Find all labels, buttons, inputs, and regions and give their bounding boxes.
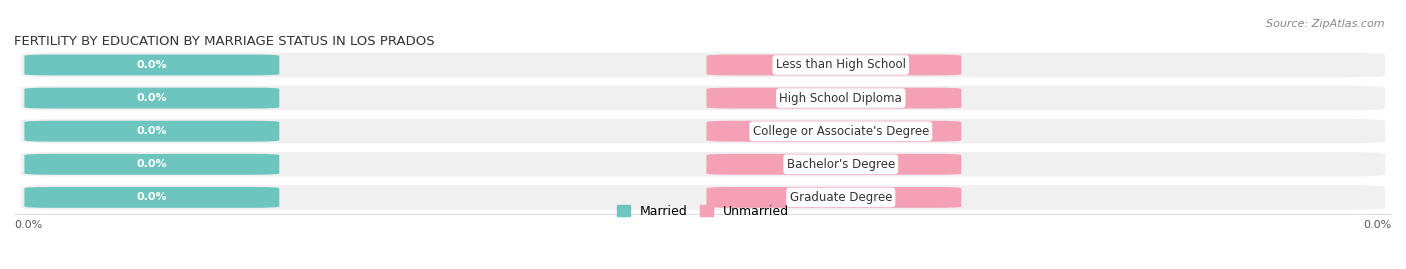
FancyBboxPatch shape: [706, 187, 962, 208]
FancyBboxPatch shape: [24, 55, 280, 75]
Legend: Married, Unmarried: Married, Unmarried: [612, 200, 794, 223]
FancyBboxPatch shape: [24, 154, 280, 175]
FancyBboxPatch shape: [706, 154, 962, 175]
Text: 0.0%: 0.0%: [818, 93, 849, 103]
Text: 0.0%: 0.0%: [14, 220, 42, 230]
Text: 0.0%: 0.0%: [1364, 220, 1392, 230]
Text: 0.0%: 0.0%: [136, 126, 167, 136]
Text: High School Diploma: High School Diploma: [779, 91, 903, 105]
Text: Graduate Degree: Graduate Degree: [790, 191, 891, 204]
Text: College or Associate's Degree: College or Associate's Degree: [752, 125, 929, 138]
Text: 0.0%: 0.0%: [818, 60, 849, 70]
Text: 0.0%: 0.0%: [136, 159, 167, 169]
FancyBboxPatch shape: [706, 55, 962, 75]
FancyBboxPatch shape: [706, 88, 962, 108]
Text: Less than High School: Less than High School: [776, 58, 905, 72]
Text: 0.0%: 0.0%: [136, 60, 167, 70]
Text: 0.0%: 0.0%: [136, 192, 167, 202]
FancyBboxPatch shape: [21, 152, 1385, 176]
Text: Bachelor's Degree: Bachelor's Degree: [787, 158, 894, 171]
FancyBboxPatch shape: [24, 121, 280, 141]
FancyBboxPatch shape: [21, 53, 1385, 77]
FancyBboxPatch shape: [21, 119, 1385, 143]
FancyBboxPatch shape: [706, 121, 962, 141]
FancyBboxPatch shape: [21, 185, 1385, 210]
Text: FERTILITY BY EDUCATION BY MARRIAGE STATUS IN LOS PRADOS: FERTILITY BY EDUCATION BY MARRIAGE STATU…: [14, 35, 434, 48]
Text: Source: ZipAtlas.com: Source: ZipAtlas.com: [1267, 19, 1385, 29]
FancyBboxPatch shape: [21, 86, 1385, 110]
FancyBboxPatch shape: [24, 88, 280, 108]
Text: 0.0%: 0.0%: [818, 126, 849, 136]
FancyBboxPatch shape: [24, 187, 280, 208]
Text: 0.0%: 0.0%: [136, 93, 167, 103]
Text: 0.0%: 0.0%: [818, 192, 849, 202]
Text: 0.0%: 0.0%: [818, 159, 849, 169]
